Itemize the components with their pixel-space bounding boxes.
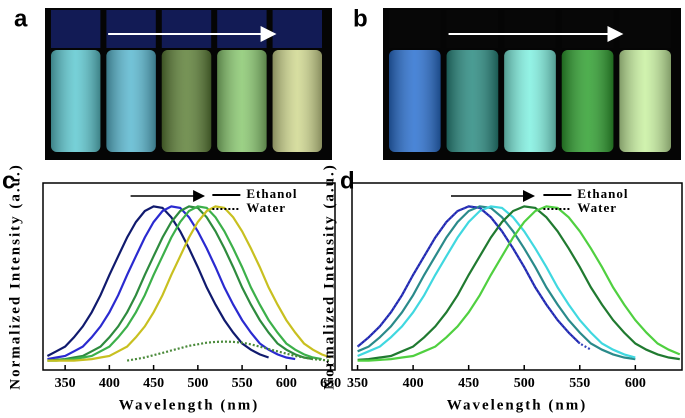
vial-shade <box>561 50 614 152</box>
vial-cap <box>161 10 212 48</box>
x-tick-label: 400 <box>403 376 424 391</box>
vial-cap <box>217 10 267 48</box>
spectrum-line <box>357 205 680 361</box>
legend-label: Water <box>246 200 286 215</box>
chart: d 350 400 450 500 550 600 Wavelength (nm) Normal… <box>321 163 683 413</box>
x-axis-label: Wavelength (nm) <box>447 397 587 413</box>
panel-label: a <box>14 5 28 32</box>
vial-cap <box>389 10 441 48</box>
spectrum-line <box>46 205 269 359</box>
chart: c 350 400 450 500 550 600 650 Wavelength (nm) Nor… <box>2 163 341 413</box>
vial-cap <box>561 10 614 48</box>
spectrum-line <box>47 205 296 361</box>
x-tick-label: 650 <box>320 376 341 391</box>
x-tick-label: 450 <box>143 376 164 391</box>
plot-frame <box>351 182 683 371</box>
x-tick-label: 600 <box>276 376 297 391</box>
y-axis-label: Normalized Intensity (a.u.) <box>321 163 337 390</box>
vial-shade <box>619 50 671 152</box>
vial-shade <box>272 50 322 152</box>
x-tick-label: 500 <box>187 376 208 391</box>
panel-label: c <box>2 167 15 194</box>
vial-cap <box>51 10 101 48</box>
legend-label: Water <box>577 200 617 215</box>
vial-cap <box>106 10 156 48</box>
spectrum-line <box>47 205 331 362</box>
x-tick-label: 550 <box>232 376 253 391</box>
x-tick-label: 400 <box>99 376 120 391</box>
panel-label: d <box>340 167 355 194</box>
legend-label: Ethanol <box>577 186 628 201</box>
spectrum-line <box>47 205 314 362</box>
vial-cap <box>446 10 499 48</box>
legend-label: Ethanol <box>246 186 297 201</box>
spectrum-line <box>47 205 322 362</box>
x-tick-label: 350 <box>55 376 76 391</box>
spectrum-line <box>126 340 331 362</box>
spectrum-line <box>357 205 636 359</box>
vial-shade <box>161 50 212 152</box>
x-tick-label: 500 <box>514 376 535 391</box>
vial-shade <box>217 50 267 152</box>
x-tick-label: 350 <box>347 376 368 391</box>
x-tick-label: 550 <box>569 376 590 391</box>
vial-shade <box>389 50 441 152</box>
panel-label: b <box>353 5 368 32</box>
vial-shade <box>504 50 556 152</box>
vial-shade <box>446 50 499 152</box>
y-axis-label: Normalized Intensity (a.u.) <box>7 163 23 390</box>
x-axis-label: Wavelength (nm) <box>119 397 259 413</box>
spectrum-line <box>357 205 681 362</box>
x-tick-label: 450 <box>458 376 479 391</box>
vial-shade <box>106 50 156 152</box>
vial-cap <box>272 10 322 48</box>
spectrum-line <box>357 205 636 361</box>
vial-cap <box>504 10 556 48</box>
x-tick-label: 600 <box>625 376 646 391</box>
spectrum-line <box>356 205 592 351</box>
vial-shade <box>51 50 101 152</box>
charts: c 350 400 450 500 550 600 650 Wavelength (nm) Nor… <box>2 163 683 413</box>
plot-frame <box>42 182 336 371</box>
vial-cap <box>619 10 671 48</box>
